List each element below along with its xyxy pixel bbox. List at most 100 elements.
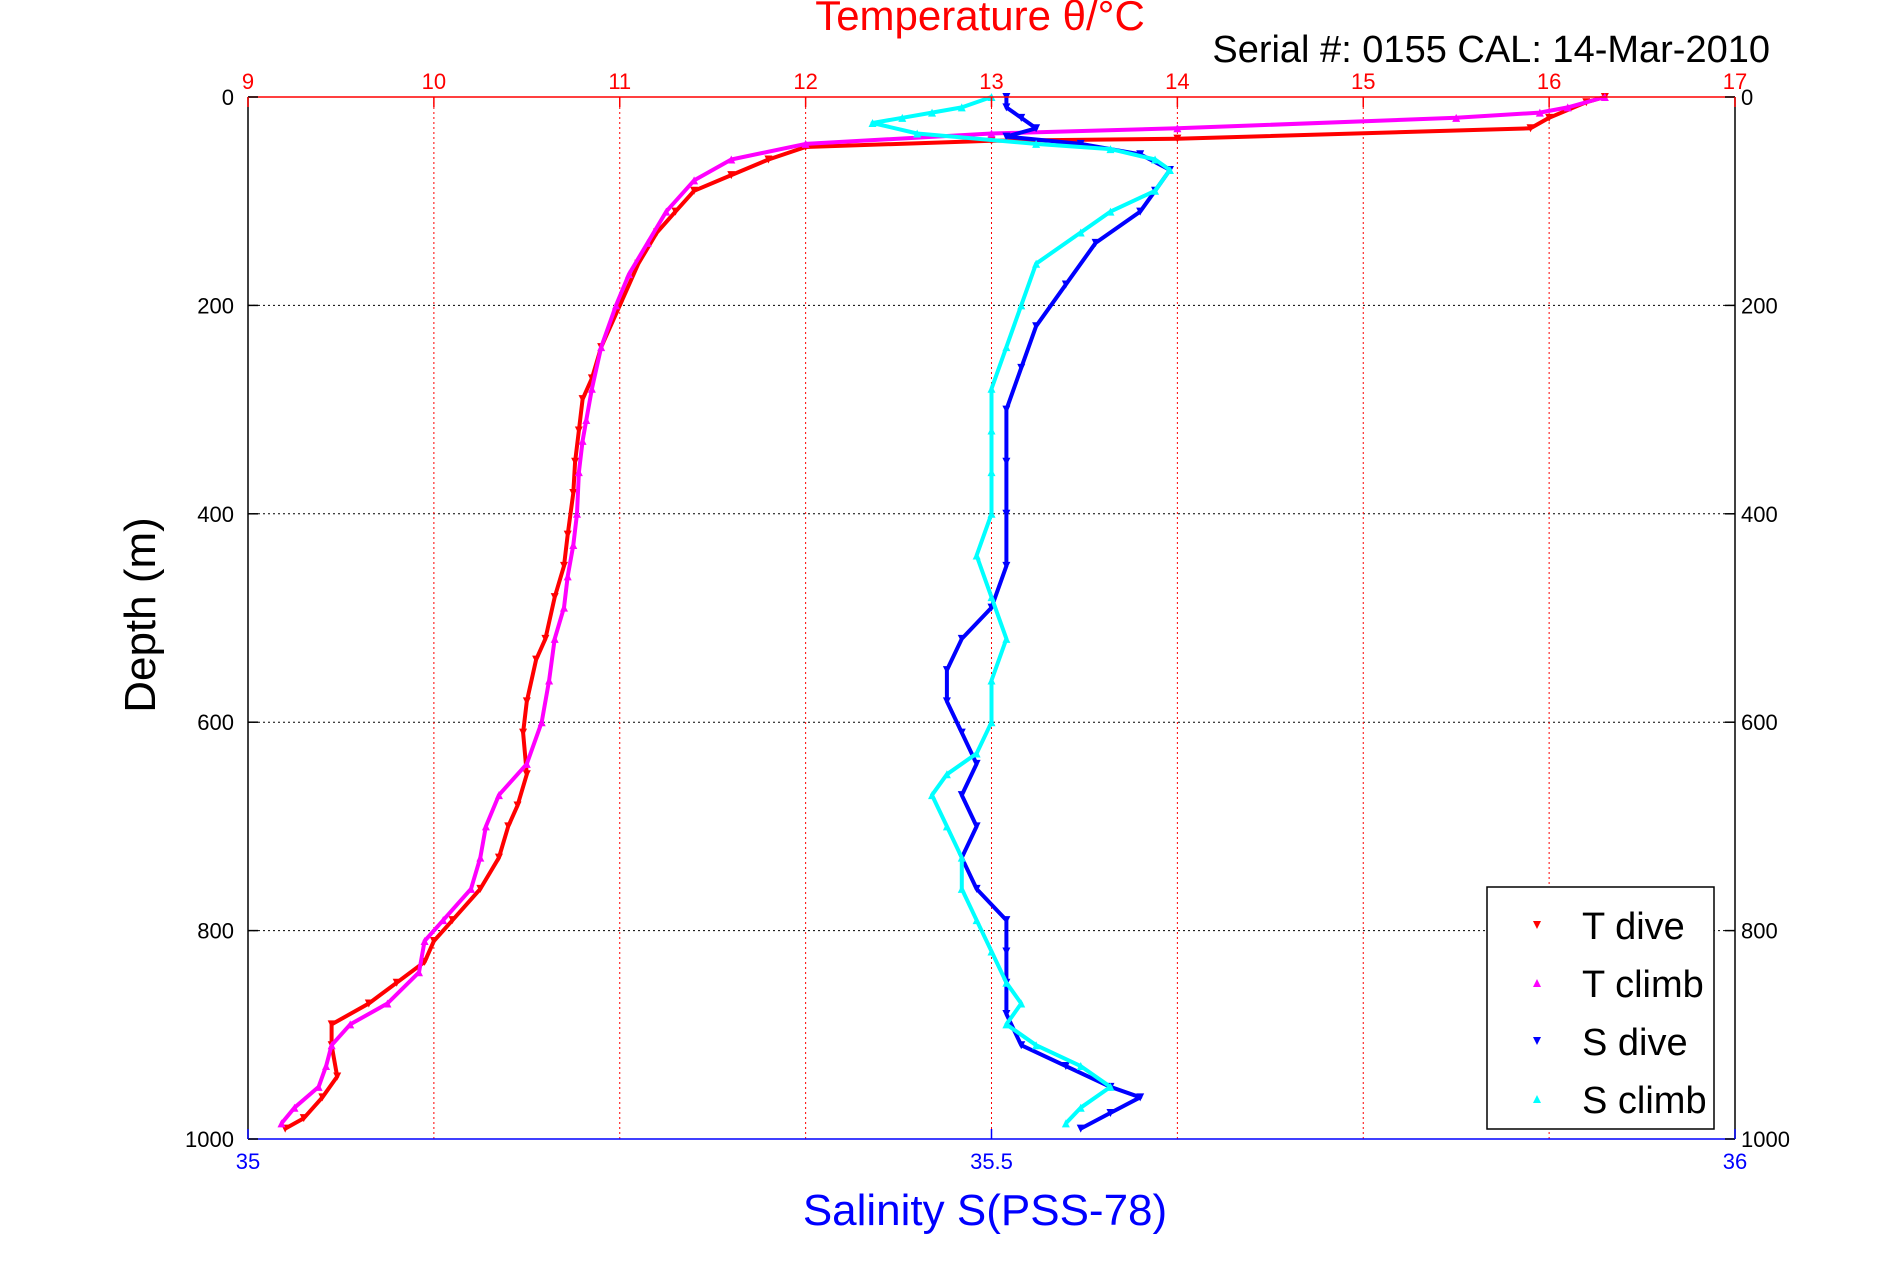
data-point [972, 759, 981, 768]
data-point [957, 884, 966, 893]
data-point [972, 551, 981, 560]
data-point [662, 207, 671, 216]
data-point [314, 1082, 323, 1091]
data-point [1002, 561, 1011, 570]
data-point [957, 791, 966, 800]
data-point [1017, 363, 1026, 372]
data-point [987, 426, 996, 435]
data-point [420, 937, 429, 946]
data-point [476, 884, 485, 893]
data-point [868, 119, 877, 128]
data-point [522, 697, 531, 706]
data-point [1032, 124, 1041, 133]
data-point [612, 301, 621, 310]
x-top-tick-label: 10 [422, 69, 446, 94]
data-point [987, 468, 996, 477]
x-top-tick-label: 15 [1351, 69, 1375, 94]
data-point [671, 207, 680, 216]
grid [248, 97, 1735, 1139]
data-point [972, 916, 981, 925]
data-point [1002, 634, 1011, 643]
data-point [392, 978, 401, 987]
data-point [522, 759, 531, 768]
data-point [727, 171, 736, 180]
data-point [513, 801, 522, 810]
series-trace [279, 95, 1606, 1125]
data-point [1165, 165, 1174, 174]
data-point [569, 488, 578, 497]
data-point [957, 728, 966, 737]
data-point [574, 426, 583, 435]
data-point [1002, 509, 1011, 518]
data-point [942, 666, 951, 675]
data-point [574, 468, 583, 477]
data-point [559, 561, 568, 570]
data-point [1452, 113, 1461, 122]
y-axis-label: Depth (m) [116, 517, 165, 713]
data-point [1061, 1119, 1070, 1128]
data-point [532, 655, 541, 664]
series-t-dive [281, 93, 1609, 1133]
data-point [1061, 280, 1070, 289]
data-point [1002, 457, 1011, 466]
data-point [415, 968, 424, 977]
data-point [1002, 1020, 1011, 1029]
data-point [1002, 978, 1011, 987]
data-point [987, 947, 996, 956]
data-point [987, 718, 996, 727]
data-point [1106, 1082, 1115, 1091]
data-point [1002, 132, 1011, 141]
y-tick-label-right: 200 [1741, 293, 1778, 318]
data-point [571, 457, 580, 466]
legend-marker [1533, 1037, 1541, 1045]
data-point [318, 1093, 327, 1102]
data-point [550, 593, 559, 602]
data-point [1032, 259, 1041, 268]
data-point [322, 1062, 331, 1071]
y-tick-label-right: 800 [1741, 919, 1778, 944]
series-s-climb [868, 93, 1174, 1128]
data-point [277, 1119, 286, 1128]
y-tick-label: 1000 [185, 1127, 234, 1152]
data-point [957, 853, 966, 862]
data-point [439, 916, 448, 925]
legend-marker [1533, 979, 1541, 987]
data-point [1091, 238, 1100, 247]
data-point [913, 129, 922, 138]
y-tick-label: 200 [197, 293, 234, 318]
data-point [1032, 1041, 1041, 1050]
data-point [467, 884, 476, 893]
legend-label: S climb [1582, 1080, 1707, 1122]
legend-marker [1533, 1095, 1541, 1103]
data-point [383, 999, 392, 1008]
data-point [1563, 103, 1572, 112]
data-point [448, 916, 457, 925]
data-point [928, 108, 937, 117]
data-point [522, 770, 531, 779]
data-point [1032, 322, 1041, 331]
x-top-tick-label: 9 [242, 69, 254, 94]
data-point [1002, 405, 1011, 414]
legend-label: T dive [1582, 906, 1685, 948]
y-tick-label-right: 400 [1741, 502, 1778, 527]
data-point [690, 176, 699, 185]
data-point [1136, 207, 1145, 216]
data-point [299, 1114, 308, 1123]
series-trace [284, 95, 1606, 1131]
data-point [519, 728, 528, 737]
data-point [572, 509, 581, 518]
data-point [1076, 139, 1085, 148]
data-point [1017, 113, 1026, 122]
data-point [1032, 139, 1041, 148]
x-axis-label-bottom: Salinity S(PSS-78) [803, 1186, 1167, 1235]
data-point [290, 1103, 299, 1112]
data-point [541, 634, 550, 643]
data-point [327, 1020, 336, 1029]
data-point [537, 718, 546, 727]
data-point [504, 822, 513, 831]
data-point [898, 113, 907, 122]
bottom-x-ticks: 35 35.5 36 [236, 1129, 1747, 1174]
data-point [545, 676, 554, 685]
data-point [1017, 999, 1026, 1008]
x-top-tick-label: 12 [793, 69, 817, 94]
